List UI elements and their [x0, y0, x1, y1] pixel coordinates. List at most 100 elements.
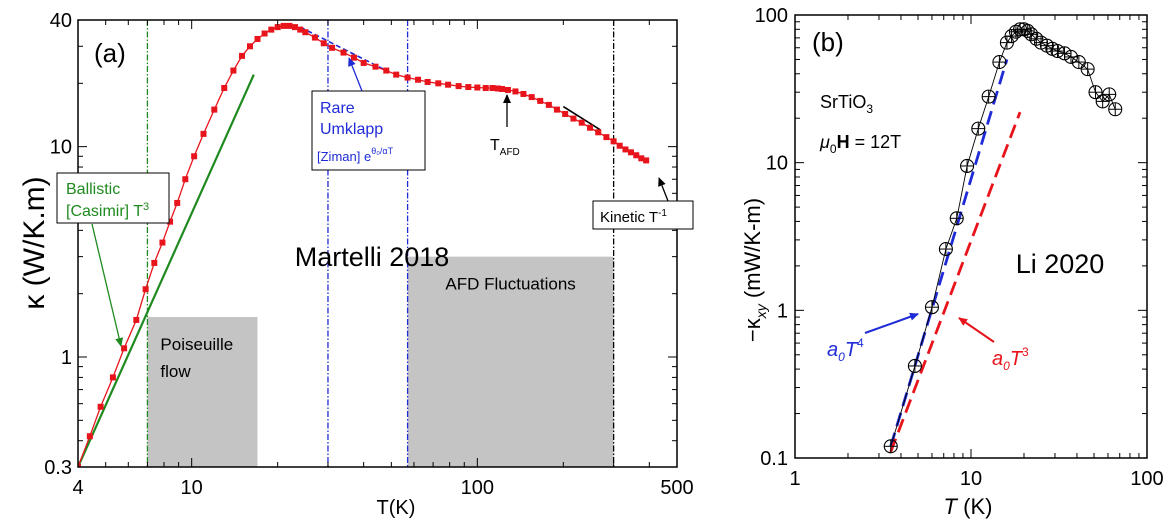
- fit-line: [562, 105, 601, 131]
- x-tick-label: 100: [1130, 468, 1163, 490]
- data-point: [393, 71, 400, 78]
- shaded-region-label: flow: [160, 362, 191, 381]
- data-point: [465, 84, 472, 91]
- y-axis-label-b: −κxy (mW/K-m): [740, 198, 769, 342]
- x-axis-label-a: T(K): [377, 497, 416, 519]
- kinetic-label: Kinetic T-1: [600, 208, 667, 226]
- data-point: [435, 80, 442, 87]
- data-point: [1080, 62, 1095, 77]
- data-point: [424, 78, 431, 85]
- ballistic-line2: [Casimir] T3: [66, 201, 149, 220]
- data-point: [109, 374, 116, 381]
- shaded-region-label: Poiseuille: [160, 335, 233, 354]
- data-point: [627, 149, 634, 156]
- y-tick-label: 10: [50, 137, 72, 159]
- x-tick-label: 500: [660, 477, 693, 499]
- data-point: [578, 119, 585, 126]
- data-point: [415, 76, 422, 83]
- data-point: [211, 106, 218, 113]
- data-point: [261, 30, 268, 37]
- axis-ticks: 4 10 100 500 0.3 1 10 40: [44, 10, 694, 499]
- fit-line-t3: [889, 111, 1022, 453]
- umklapp-line3: [Ziman] eθ₀/αT: [317, 146, 394, 164]
- data-point: [633, 152, 640, 159]
- data-point: [570, 115, 577, 122]
- data-point: [545, 101, 552, 108]
- data-point: [142, 286, 149, 293]
- x-tick-label: 1: [789, 468, 800, 490]
- x-tick-label: 100: [461, 477, 494, 499]
- data-point: [512, 88, 519, 95]
- panel-label-a: (a): [94, 38, 126, 68]
- shaded-regions: Poiseuille flow AFD Fluctuations: [147, 256, 614, 467]
- data-point: [445, 81, 452, 88]
- ballistic-annotation: Ballistic [Casimir] T3: [56, 172, 170, 347]
- data-point: [1088, 85, 1103, 100]
- y-tick-label: 1: [61, 347, 72, 369]
- data-point: [1020, 23, 1035, 38]
- data-point: [191, 153, 198, 160]
- data-point: [643, 157, 650, 164]
- panel-a: Poiseuille flow AFD Fluctuations 4 10 100 500…: [18, 10, 694, 519]
- data-point: [960, 158, 975, 174]
- plot-frame-b: [794, 14, 1148, 459]
- tafd-annotation: TAFD: [490, 94, 520, 158]
- y-tick-label: 1: [777, 300, 788, 322]
- svg-text:a0T4: a0T4: [827, 336, 864, 364]
- data-point: [482, 85, 489, 92]
- data-point: [949, 211, 964, 226]
- material-label: SrTiO3: [820, 92, 873, 116]
- data-point: [254, 35, 261, 42]
- data-point: [622, 146, 629, 153]
- y-tick-label: 0.3: [44, 457, 72, 479]
- watermark-a: Martelli 2018: [295, 242, 450, 272]
- data-line: [890, 28, 1116, 447]
- data-point: [286, 22, 293, 29]
- data-series: [78, 22, 650, 467]
- data-point: [883, 439, 898, 454]
- y-tick-label: 0.1: [760, 448, 788, 470]
- data-point: [924, 300, 940, 315]
- data-point: [404, 74, 411, 81]
- t4-annotation: a0T4: [827, 312, 919, 364]
- fit-line: [78, 74, 255, 467]
- data-point: [133, 316, 140, 323]
- data-point: [1071, 55, 1086, 70]
- data-point: [97, 403, 104, 410]
- data-point: [474, 84, 481, 91]
- fit-line: [299, 26, 387, 72]
- data-point: [562, 110, 569, 117]
- data-point: [494, 85, 501, 92]
- ballistic-line1: Ballistic: [66, 181, 120, 198]
- data-point: [320, 40, 327, 47]
- umklapp-line1: Rare: [320, 100, 355, 117]
- data-point: [268, 26, 275, 33]
- x-tick-label: 10: [960, 468, 982, 490]
- data-point: [350, 54, 357, 61]
- data-point: [302, 29, 309, 36]
- x-axis-label-b: T (K): [944, 494, 993, 519]
- data-point: [280, 22, 287, 29]
- fit-lines: [78, 26, 601, 467]
- svg-text:a0T3: a0T3: [992, 345, 1029, 373]
- data-point: [537, 97, 544, 104]
- data-point: [383, 67, 390, 74]
- data-point: [603, 134, 610, 141]
- data-point: [78, 464, 81, 467]
- data-point: [1102, 87, 1117, 102]
- x-tick-label: 4: [72, 477, 83, 499]
- data-point: [159, 239, 166, 246]
- reference-lines: [146, 20, 615, 467]
- y-tick-label: 40: [50, 10, 72, 32]
- fit-lines: [889, 59, 1022, 453]
- data-point: [595, 129, 602, 136]
- data-point: [528, 94, 535, 101]
- data-point: [174, 199, 181, 206]
- data-point: [489, 85, 496, 92]
- field-label: μ0H = 12T: [819, 132, 901, 156]
- data-point: [938, 242, 953, 257]
- data-point: [182, 176, 189, 183]
